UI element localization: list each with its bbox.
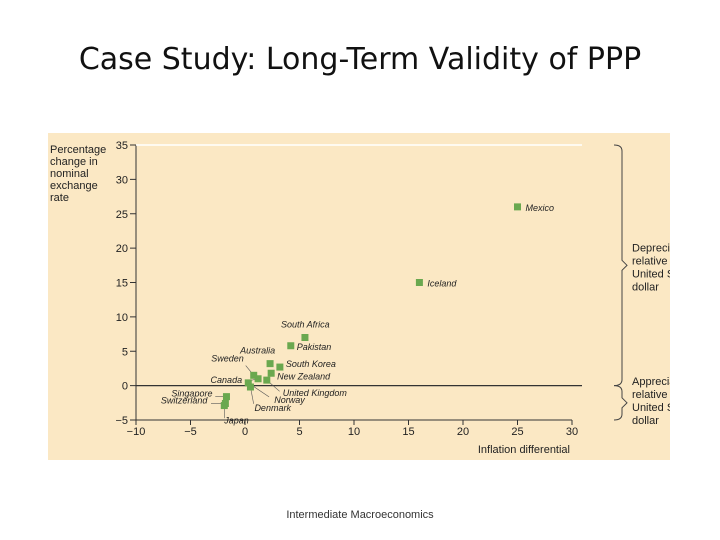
point-label: Switzerland: [161, 396, 209, 406]
point-label: Singapore: [171, 389, 212, 399]
data-point: [514, 203, 521, 211]
data-point: [287, 342, 295, 350]
y-tick-label: 5: [122, 346, 128, 358]
y-tick-label: 30: [116, 174, 128, 186]
y-axis-label-line: exchange: [50, 180, 98, 192]
y-axis-label-line: rate: [50, 192, 69, 204]
data-point: [254, 375, 262, 383]
data-point: [415, 279, 423, 286]
point-label: Pakistan: [297, 342, 332, 352]
x-tick-label: −5: [184, 426, 197, 438]
point-label: Australia: [239, 346, 275, 356]
data-point: [263, 376, 271, 384]
slide-footer: Intermediate Macroeconomics: [286, 509, 434, 521]
annotation-bracket: [613, 385, 628, 421]
point-label: Sweden: [211, 353, 244, 363]
x-tick-label: 20: [457, 426, 469, 438]
data-point: [220, 402, 228, 410]
x-tick-label: 0: [242, 426, 248, 438]
y-axis-label-line: nominal: [50, 168, 89, 180]
data-point: [244, 379, 252, 387]
point-label: Canada: [211, 375, 243, 385]
x-tick-label: 10: [348, 426, 360, 438]
y-tick-label: 0: [122, 381, 128, 393]
annotation-text-line: United States: [632, 402, 670, 414]
annotation-text-line: Appreciation: [632, 376, 670, 388]
y-tick-label: −5: [115, 415, 128, 427]
point-label: South Africa: [281, 320, 330, 330]
annotation-text-line: relative to: [632, 389, 670, 401]
data-point: [301, 334, 309, 341]
annotation-text-line: Depreciation: [632, 242, 670, 254]
point-label: Japan: [223, 416, 249, 426]
point-label: Mexico: [526, 203, 555, 213]
x-tick-label: 5: [296, 426, 302, 438]
data-point: [266, 360, 274, 368]
y-tick-label: 35: [116, 140, 128, 152]
y-tick-label: 10: [116, 312, 128, 324]
point-label: Norway: [274, 395, 305, 405]
annotation-text-line: relative to: [632, 255, 670, 267]
x-tick-label: −10: [127, 426, 146, 438]
y-axis-label-line: Percentage: [50, 144, 106, 156]
point-label: South Korea: [286, 359, 336, 369]
slide-title: Case Study: Long-Term Validity of PPP: [78, 42, 642, 77]
annotation-text-line: United States: [632, 268, 670, 280]
point-label: Denmark: [254, 403, 291, 413]
y-tick-label: 20: [116, 243, 128, 255]
data-point: [246, 383, 254, 391]
data-point: [267, 369, 275, 377]
annotation-text-line: dollar: [632, 415, 659, 427]
point-label: New Zealand: [277, 371, 331, 381]
data-point: [250, 371, 258, 379]
x-tick-label: 30: [566, 426, 578, 438]
data-point: [276, 363, 284, 371]
y-tick-label: 25: [116, 209, 128, 221]
point-label: United Kingdom: [283, 388, 348, 398]
annotation-bracket: [613, 144, 628, 387]
data-point: [222, 393, 230, 401]
annotation-text-line: dollar: [632, 281, 659, 293]
x-tick-label: 25: [511, 426, 523, 438]
x-axis-label: Inflation differential: [478, 444, 570, 456]
x-tick-label: 15: [402, 426, 414, 438]
point-label: Iceland: [427, 279, 457, 289]
chart-background: [48, 133, 670, 460]
y-axis-label-line: change in: [50, 156, 98, 168]
y-tick-label: 15: [116, 278, 128, 290]
ppp-scatter-chart: Percentage change in nominal exchange rate −5…: [48, 133, 699, 460]
